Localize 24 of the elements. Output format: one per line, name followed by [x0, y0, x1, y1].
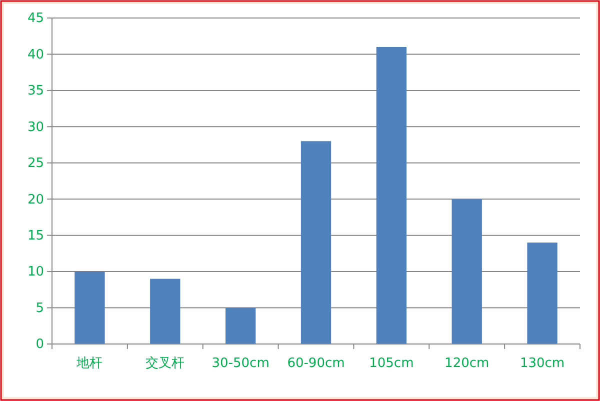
x-tick-label: 130cm — [520, 356, 565, 372]
x-tick-label: 30-50cm — [212, 356, 270, 372]
x-tick-label: 交叉杆 — [146, 355, 185, 372]
y-tick-label: 30 — [27, 120, 44, 135]
bar — [150, 278, 180, 344]
y-tick-label: 45 — [27, 11, 44, 26]
x-tick-label: 120cm — [444, 356, 490, 372]
y-tick-label: 20 — [27, 192, 44, 208]
bar — [452, 199, 482, 344]
x-tick-label: 60-90cm — [287, 356, 345, 372]
y-tick-label: 0 — [36, 337, 44, 352]
bar — [225, 308, 256, 344]
y-tick-label: 25 — [27, 156, 44, 172]
y-tick-label: 40 — [27, 47, 44, 62]
bar — [300, 141, 332, 344]
bar — [74, 272, 105, 344]
x-tick-label: 地杆 — [76, 356, 103, 372]
x-tick-label: 105cm — [369, 356, 414, 372]
bar — [376, 46, 407, 344]
y-tick-label: 10 — [27, 264, 44, 280]
bar — [527, 242, 558, 344]
y-tick-label: 5 — [36, 300, 44, 316]
y-tick-label: 35 — [27, 84, 44, 99]
y-tick-label: 15 — [27, 228, 44, 244]
